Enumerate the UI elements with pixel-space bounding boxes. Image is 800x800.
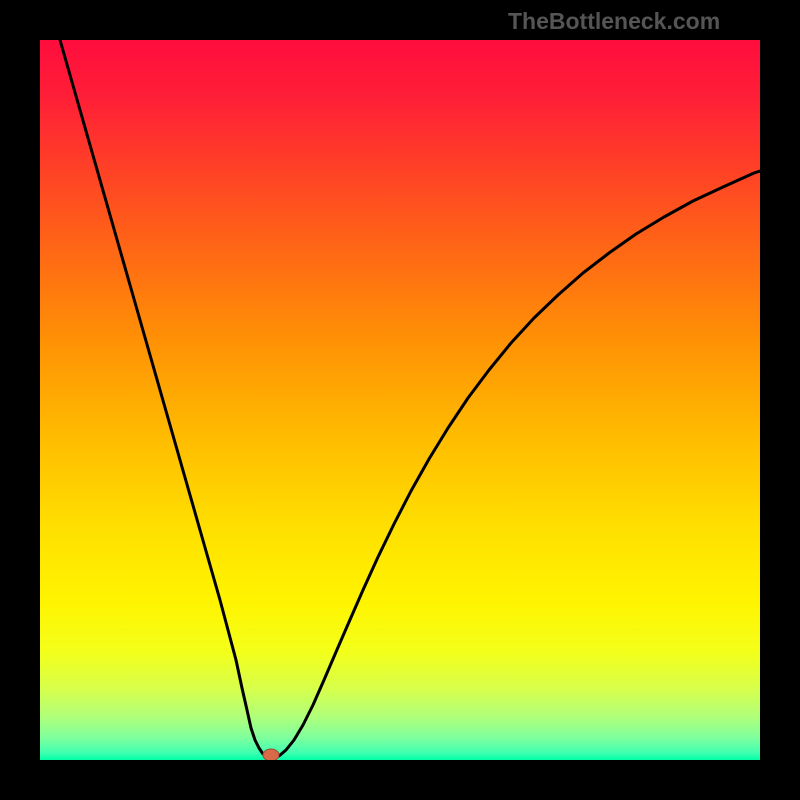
optimum-marker	[263, 749, 279, 760]
plot-area	[40, 40, 760, 760]
watermark-label: TheBottleneck.com	[508, 8, 720, 35]
gradient-bg	[40, 40, 760, 760]
chart-svg	[40, 40, 760, 760]
